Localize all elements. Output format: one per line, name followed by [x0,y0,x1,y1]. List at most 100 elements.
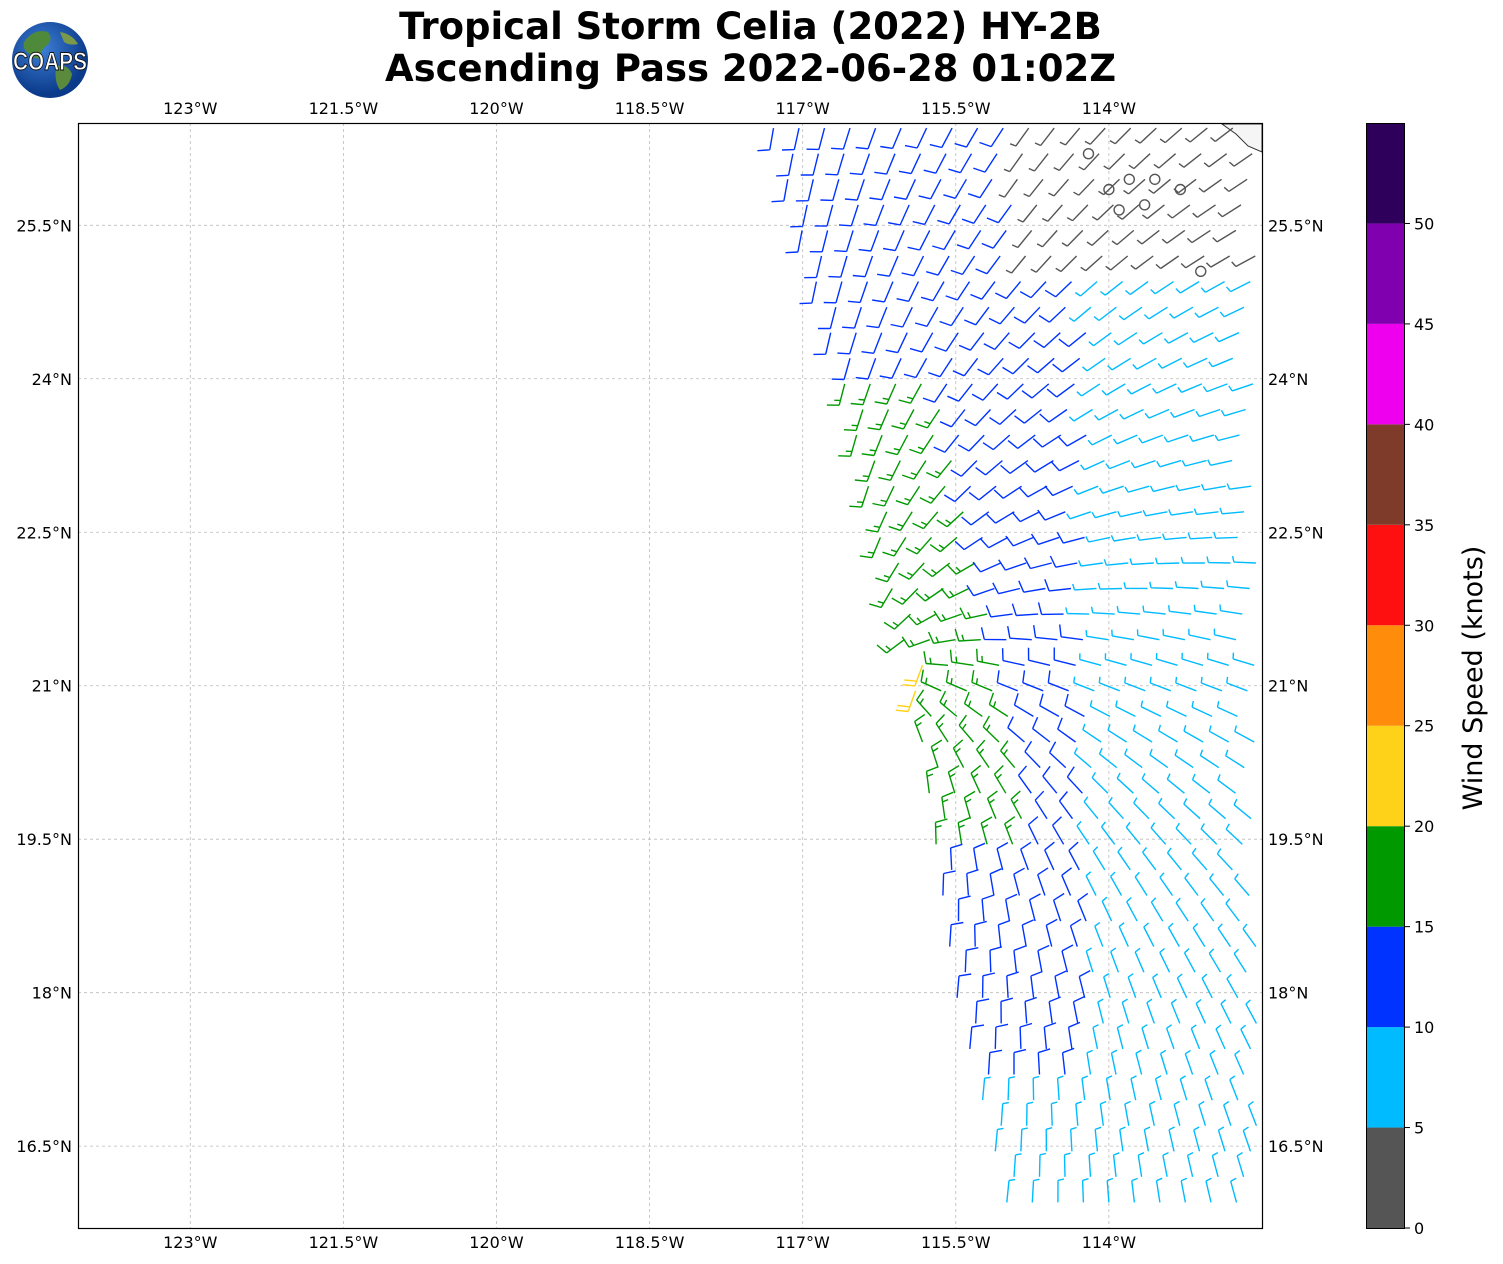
wind-barb [1158,724,1178,743]
wind-barb [956,230,982,250]
wind-barb [1143,306,1168,320]
wind-barb [874,153,896,175]
wind-barb [1028,153,1049,172]
wind-barb [996,841,1009,871]
lon-tick-label-bottom: 121.5°W [309,1233,379,1252]
title-line-2: Ascending Pass 2022-06-28 01:02Z [384,47,1117,90]
wind-barb [904,127,928,149]
wind-barb [804,255,823,279]
wind-barb [929,536,958,553]
wind-barbs [757,127,1258,1203]
lon-tick-label-bottom: 123°W [163,1233,218,1252]
lon-tick-label-bottom: 120°W [469,1233,524,1252]
wind-barb [979,536,1009,549]
wind-barb [992,582,1021,595]
wind-barb [1070,1126,1077,1152]
wind-barb [916,689,932,717]
wind-barb [872,485,895,507]
wind-barb [1186,1151,1194,1177]
wind-barb [1112,434,1138,445]
wind-barb [1229,1075,1239,1101]
wind-barb [1058,791,1074,820]
lon-tick-label-bottom: 117°W [776,1233,831,1252]
wind-barb [781,127,800,151]
wind-barb [898,383,922,404]
wind-barb [883,613,911,630]
wind-barb [1023,557,1052,570]
wind-barb [1226,483,1252,490]
wind-barb [1181,652,1204,666]
wind-barb [888,511,913,532]
wind-barb [1125,281,1149,296]
wind-barb [973,842,986,871]
wind-barb [1037,867,1049,896]
wind-barb [942,870,956,896]
wind-barb [989,408,1017,425]
wind-barb [1030,255,1052,273]
wind-barb [1053,153,1075,172]
wind-barb [981,229,1007,249]
wind-barb [1013,306,1041,324]
wind-barb [1037,944,1050,973]
wind-barb [1107,724,1127,743]
wind-barb [1082,357,1106,372]
wind-barb [1181,459,1207,467]
wind-barb [980,627,1007,641]
wind-barb [1183,798,1201,820]
wind-barb [1217,1126,1226,1152]
wind-barb [1200,897,1215,922]
wind-barb [1090,606,1115,615]
wind-barb [1236,1152,1245,1178]
wind-barb [1138,434,1164,444]
wind-barb [961,511,990,526]
wind-barb [1219,507,1245,515]
wind-barb [1109,127,1132,145]
wind-barb [1175,822,1192,845]
wind-barb [831,127,851,150]
wind-barb [989,868,1002,896]
wind-barb [985,605,1013,618]
wind-barb [901,460,927,480]
lat-tick-label-left: 21°N [32,677,72,696]
wind-barb [915,587,944,602]
wind-barb [1165,700,1187,718]
wind-barb [1000,997,1014,1024]
wind-barb [1223,1100,1232,1126]
wind-barb [980,816,993,845]
wind-barb [1022,670,1044,692]
wind-barb [1216,848,1233,871]
wind-barb [1018,485,1048,498]
wind-barb [968,485,997,501]
wind-barb [1031,716,1051,743]
wind-barb [1130,255,1154,270]
wind-barb [987,1049,1003,1075]
colorbar-tick-label: 30 [1414,616,1434,635]
wind-barb [1051,816,1065,845]
wind-barb [989,946,1003,973]
colorbar-tick-label: 50 [1414,214,1434,233]
lat-tick-label-left: 24°N [32,370,72,389]
wind-barb [1165,1024,1175,1050]
wind-barb [1205,1177,1212,1203]
wind-barb [1020,1127,1029,1152]
wind-barb [1178,153,1202,168]
wind-barb [1100,821,1116,845]
wind-barb [1024,740,1041,769]
wind-barb [1223,178,1248,192]
wind-barb [1052,357,1081,373]
wind-barb [939,306,964,327]
wind-barb [1075,281,1098,297]
wind-barb [1206,652,1229,666]
wind-barb [1113,332,1138,346]
wind-barb [986,204,1012,224]
wind-barb [1233,798,1252,820]
wind-barb [1116,204,1140,220]
wind-barb [1061,867,1073,896]
wind-barb [1192,923,1206,947]
wind-barb [1168,509,1194,516]
wind-barb [1142,605,1166,615]
wind-barb [996,383,1024,400]
wind-barb [1187,532,1213,540]
wind-barb [926,460,952,479]
